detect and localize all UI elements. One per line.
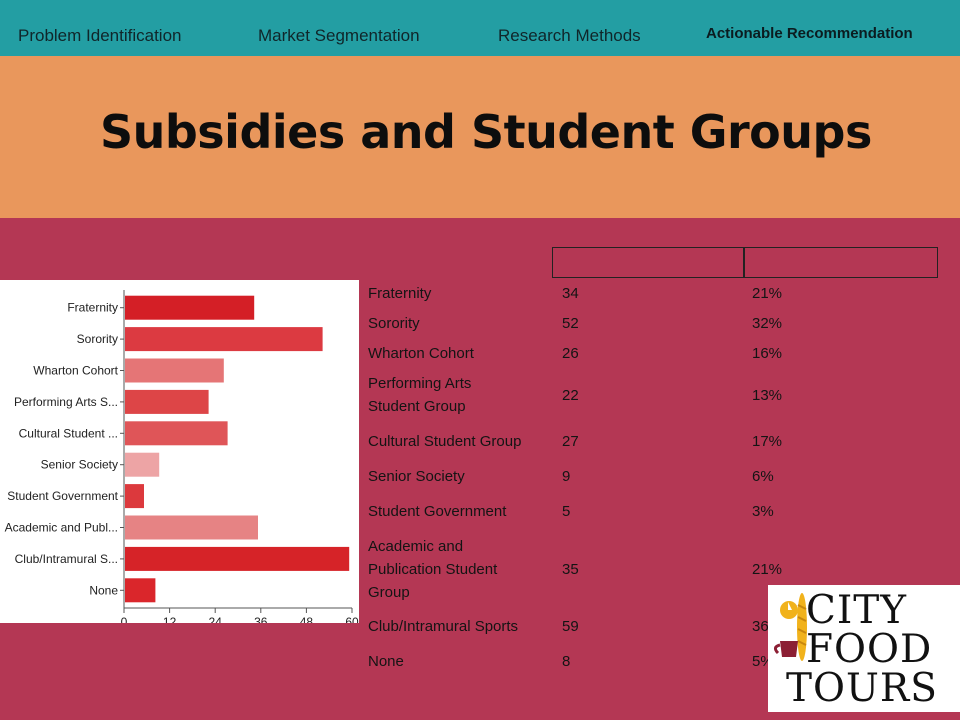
table-cell-category: Sorority <box>368 315 420 332</box>
title-band <box>0 56 960 218</box>
table-cell-count: 22 <box>562 387 579 404</box>
bar <box>125 295 255 320</box>
table-cell-count: 5 <box>562 503 571 520</box>
table-cell-count: 52 <box>562 315 579 332</box>
table-cell-count: 9 <box>562 468 571 485</box>
y-tick-label: Performing Arts S... <box>14 395 118 409</box>
y-tick-label: Senior Society <box>41 458 118 472</box>
bar <box>125 515 258 540</box>
x-tick-label: 36 <box>254 615 268 623</box>
table-cell-percent: 6% <box>752 468 774 485</box>
table-cell-percent: 13% <box>752 387 783 404</box>
table-cell-percent: 21% <box>752 561 783 578</box>
y-tick-label: Sorority <box>77 332 118 346</box>
table-cell-count: 59 <box>562 618 579 635</box>
table-header-count <box>552 247 745 278</box>
city-food-tours-logo: CITY FOOD TOURS <box>768 585 960 712</box>
nav-item-actionable-recommendation[interactable]: Actionable Recommendation <box>706 25 913 42</box>
x-tick-label: 12 <box>163 615 177 623</box>
table-cell-category: Senior Society <box>368 468 465 485</box>
y-tick-label: Academic and Publ... <box>5 521 118 535</box>
y-tick-label: Cultural Student ... <box>19 426 118 440</box>
table-cell-percent: 3% <box>752 503 774 520</box>
y-tick-label: Fraternity <box>67 301 118 315</box>
y-tick-label: Student Government <box>7 489 118 503</box>
table-cell-percent: 17% <box>752 433 783 450</box>
table-cell-count: 35 <box>562 561 579 578</box>
table-cell-category: None <box>368 653 404 670</box>
y-tick-label: Wharton Cohort <box>33 364 118 378</box>
table-cell-category: Cultural Student Group <box>368 433 522 450</box>
bar <box>125 421 228 446</box>
x-tick-label: 0 <box>121 615 128 623</box>
bar <box>125 546 350 571</box>
bar <box>125 484 144 509</box>
table-cell-count: 26 <box>562 345 579 362</box>
bar <box>125 578 156 603</box>
nav-item-problem-identification[interactable]: Problem Identification <box>18 26 182 45</box>
table-cell-category: Wharton Cohort <box>368 345 474 362</box>
page-title: Subsidies and Student Groups <box>100 105 872 159</box>
bar <box>125 358 224 383</box>
table-header-percent <box>743 247 938 278</box>
x-tick-label: 48 <box>300 615 314 623</box>
y-tick-label: Club/Intramural S... <box>15 552 118 566</box>
nav-item-market-segmentation[interactable]: Market Segmentation <box>258 26 420 45</box>
x-tick-label: 60 <box>345 615 359 623</box>
table-cell-percent: 32% <box>752 315 783 332</box>
bar <box>125 452 160 477</box>
logo-line-city: CITY <box>806 588 908 633</box>
logo-line-food: FOOD <box>806 627 933 672</box>
table-cell-category: Club/Intramural Sports <box>368 618 519 635</box>
bar-chart-svg: Fraternity Sorority Wharton Cohort Performi… <box>5 290 359 623</box>
top-nav: Problem Identification Market Segmentati… <box>0 0 960 56</box>
bar-chart: Fraternity Sorority Wharton Cohort Performi… <box>0 280 359 623</box>
table-cell-count: 27 <box>562 433 579 450</box>
table-cell-category: Fraternity <box>368 285 432 302</box>
table-cell-category: Student Government <box>368 503 507 520</box>
table-cell-percent: 16% <box>752 345 783 362</box>
table-cell-percent: 21% <box>752 285 783 302</box>
nav-item-research-methods[interactable]: Research Methods <box>498 26 641 45</box>
bar <box>125 389 209 414</box>
table-cell-category: Academic and Publication Student Group <box>368 538 498 601</box>
table-cell-count: 8 <box>562 653 571 670</box>
table-cell-category: Performing Arts Student Group <box>368 375 472 415</box>
x-tick-label: 24 <box>209 615 223 623</box>
logo-emblem-icon <box>773 593 807 661</box>
y-tick-label: None <box>89 583 118 597</box>
table-cell-count: 34 <box>562 285 579 302</box>
logo-line-tours: TOURS <box>786 666 938 711</box>
bar <box>125 327 323 352</box>
